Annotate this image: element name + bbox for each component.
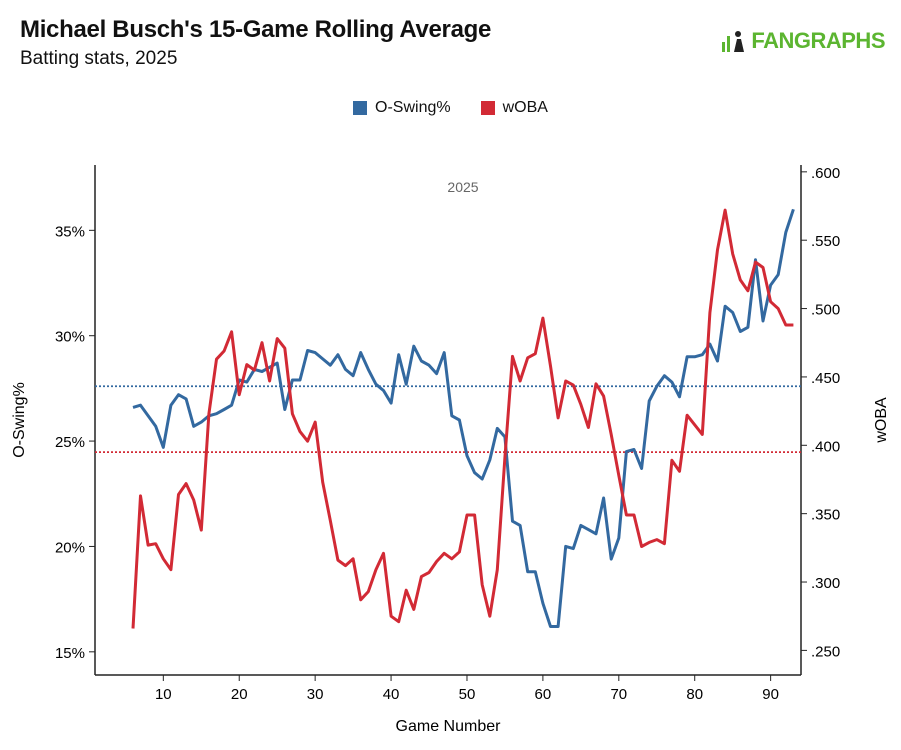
- y2-tick-label: .350: [811, 507, 840, 524]
- x-tick-label: 20: [231, 686, 248, 703]
- x-tick-label: 10: [155, 686, 172, 703]
- y-axis-label: O-Swing%: [11, 382, 28, 458]
- y2-tick-label: .600: [811, 165, 840, 182]
- y2-tick-label: .300: [811, 575, 840, 592]
- logo-text: FANGRAPHS: [751, 28, 885, 53]
- y2-tick-label: .500: [811, 302, 840, 319]
- y2-tick-label: .400: [811, 438, 840, 455]
- series-line-woba: [131, 208, 794, 629]
- series-line-o-swing: [132, 208, 795, 628]
- y-tick-label: 35%: [55, 223, 85, 240]
- panel-label: 2025: [447, 179, 478, 195]
- fangraphs-logo-icon: [722, 31, 745, 52]
- x-tick-label: 80: [686, 686, 703, 703]
- fangraphs-logo: FANGRAPHS: [722, 28, 885, 54]
- chart-subtitle: Batting stats, 2025: [20, 48, 178, 69]
- legend-label: O-Swing%: [375, 99, 451, 116]
- x-tick-label: 90: [762, 686, 779, 703]
- legend-swatch-woba: [480, 101, 495, 115]
- y-tick-label: 25%: [55, 434, 85, 451]
- chart-title: Michael Busch's 15-Game Rolling Average: [20, 16, 492, 43]
- legend: O-Swing% wOBA: [0, 99, 901, 117]
- x-tick-label: 60: [535, 686, 552, 703]
- x-tick-label: 40: [383, 686, 400, 703]
- x-tick-label: 30: [307, 686, 324, 703]
- x-axis-label: Game Number: [396, 718, 502, 735]
- y-tick-label: 15%: [55, 645, 85, 662]
- legend-item-woba: wOBA: [480, 99, 548, 117]
- y-tick-label: 20%: [55, 539, 85, 556]
- y2-axis-label: wOBA: [873, 397, 890, 444]
- x-tick-label: 50: [459, 686, 476, 703]
- legend-label: wOBA: [502, 99, 548, 116]
- x-tick-label: 70: [610, 686, 627, 703]
- y2-tick-label: .450: [811, 370, 840, 387]
- y-tick-label: 30%: [55, 329, 85, 346]
- legend-item-o-swing: O-Swing%: [353, 99, 451, 117]
- legend-swatch-o-swing: [353, 101, 368, 115]
- y2-tick-label: .550: [811, 233, 840, 250]
- y2-tick-label: .250: [811, 643, 840, 660]
